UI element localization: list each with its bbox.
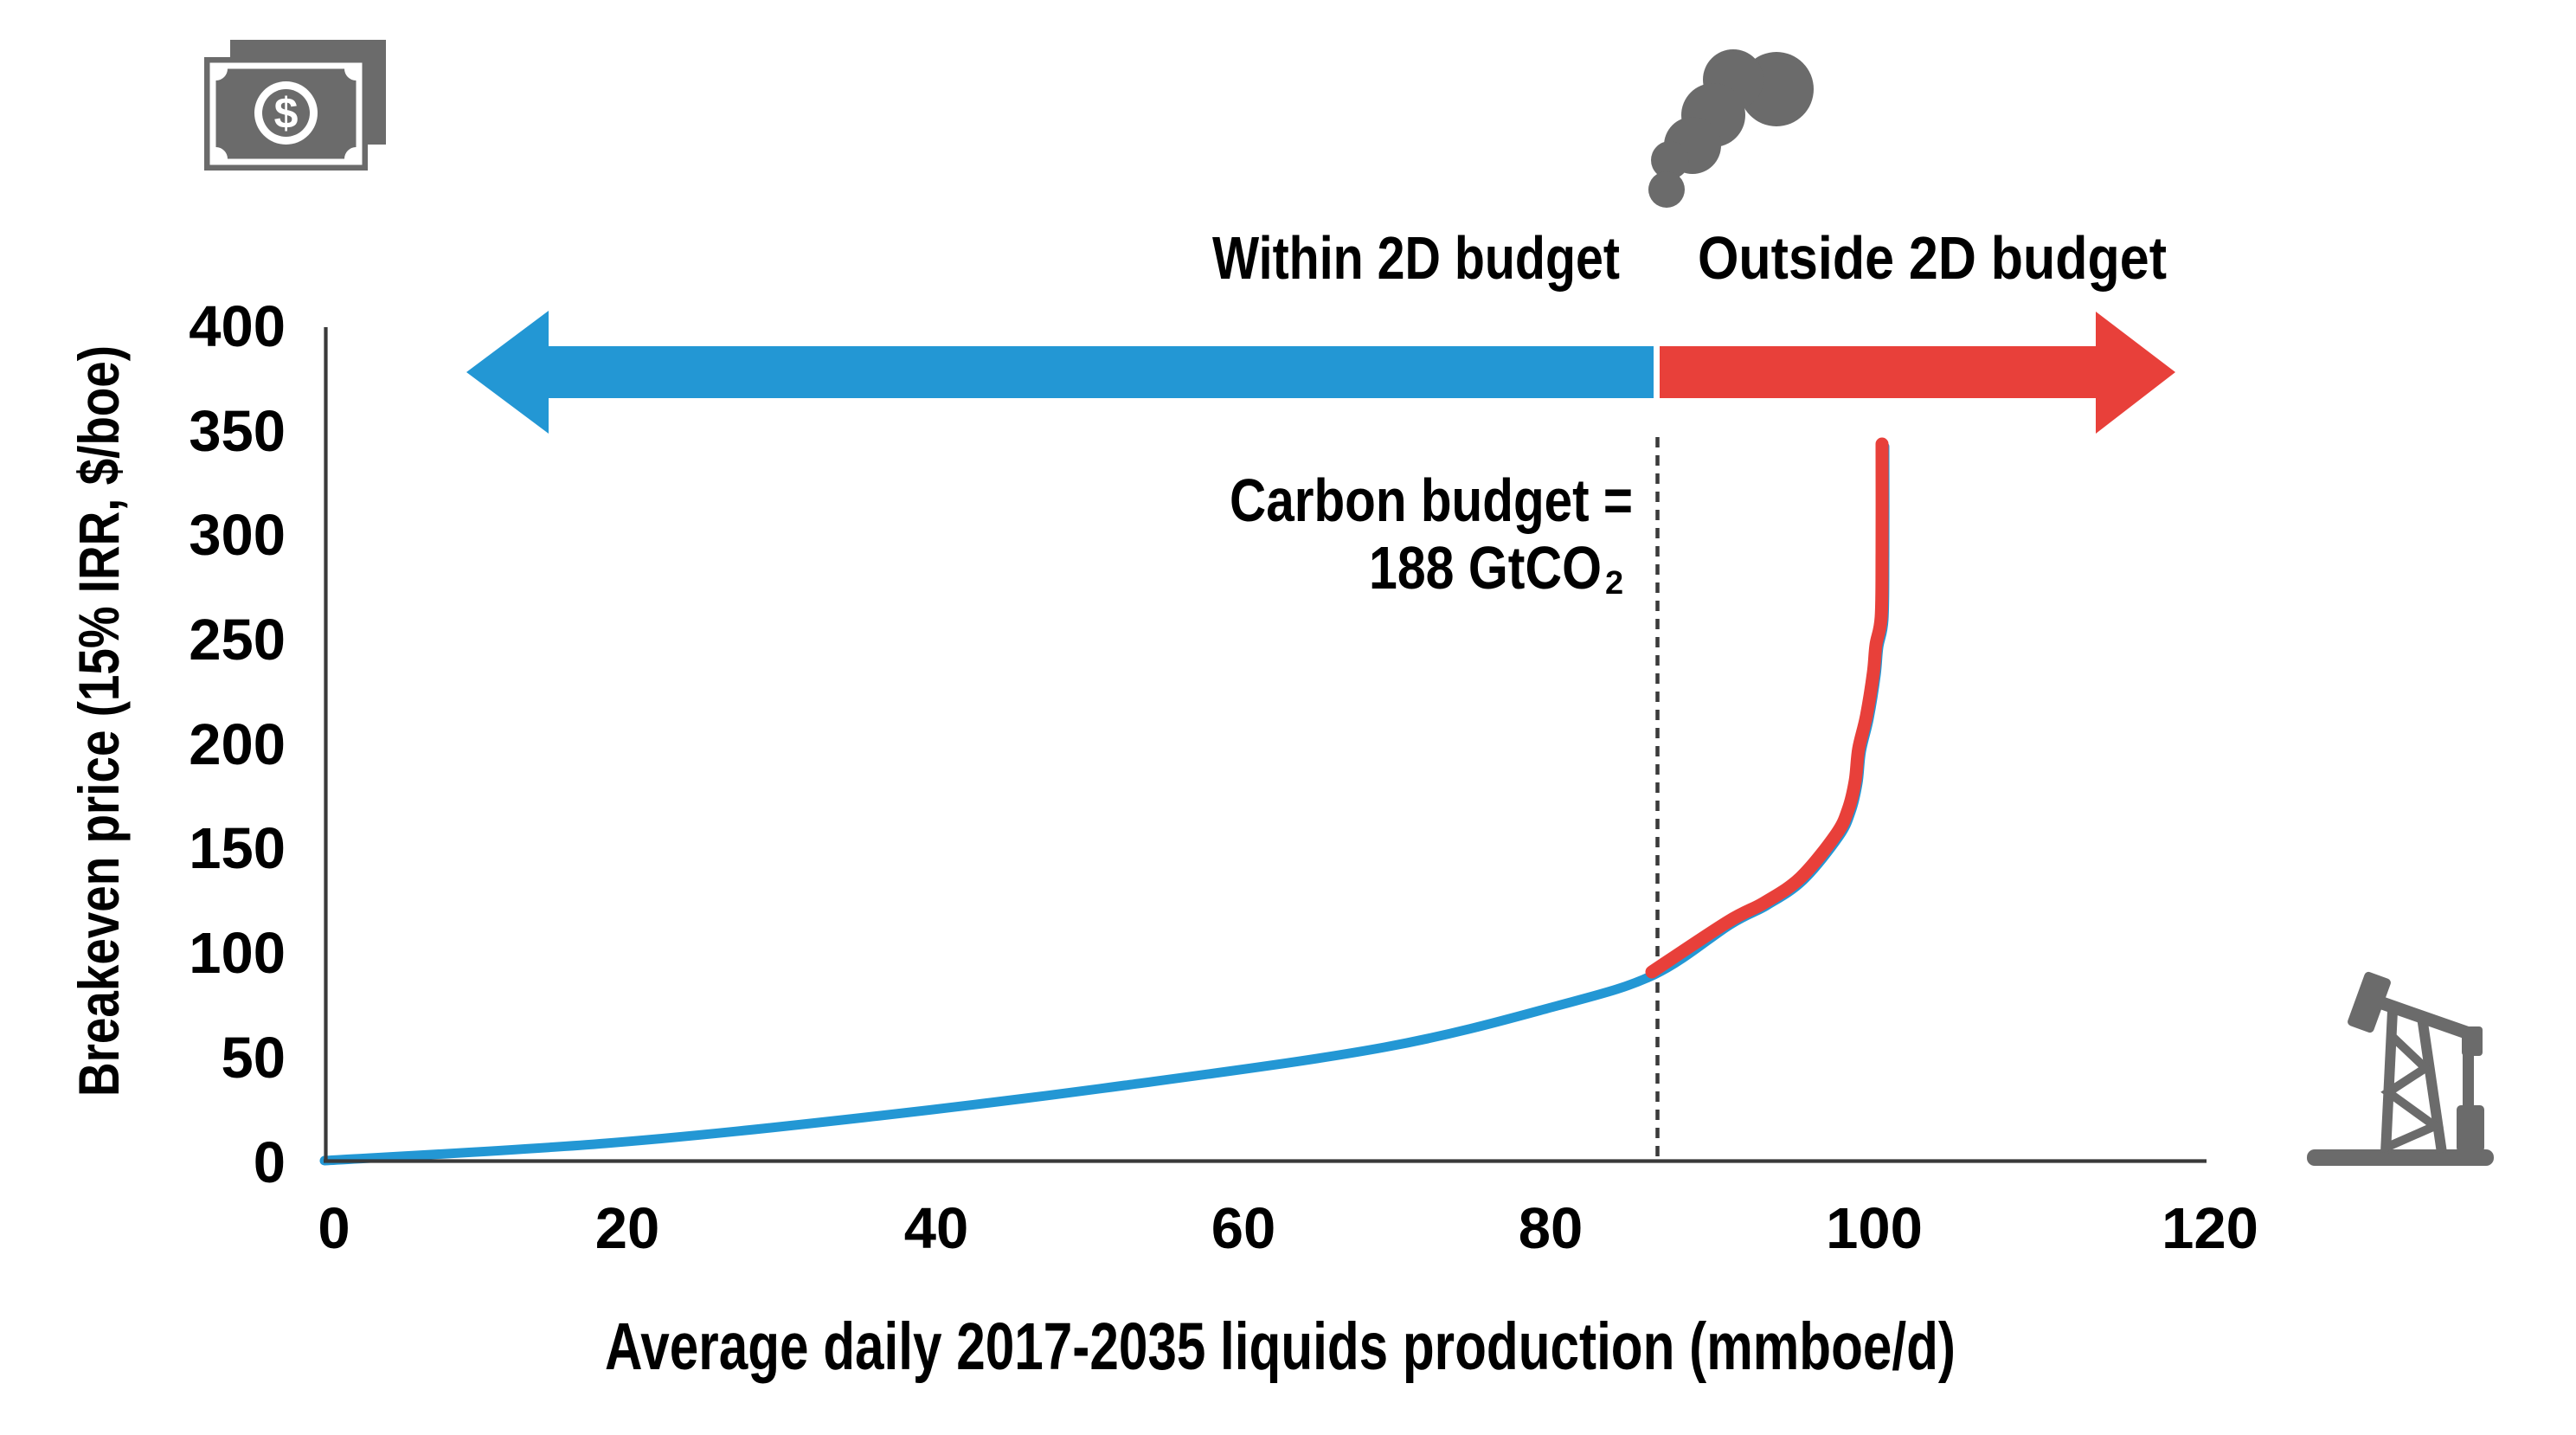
svg-text:Within 2D budget: Within 2D budget bbox=[1212, 224, 1620, 292]
svg-text:80: 80 bbox=[1519, 1196, 1584, 1261]
svg-text:300: 300 bbox=[189, 503, 286, 568]
svg-text:Outside 2D budget: Outside 2D budget bbox=[1698, 224, 2167, 292]
svg-text:0: 0 bbox=[254, 1130, 286, 1195]
svg-text:20: 20 bbox=[595, 1196, 660, 1261]
svg-text:$: $ bbox=[274, 89, 299, 138]
svg-text:150: 150 bbox=[189, 816, 286, 881]
svg-text:2: 2 bbox=[1605, 565, 1623, 602]
svg-text:Carbon budget =: Carbon budget = bbox=[1230, 467, 1633, 534]
svg-text:400: 400 bbox=[189, 294, 286, 359]
svg-text:200: 200 bbox=[189, 712, 286, 777]
svg-text:100: 100 bbox=[1826, 1196, 1923, 1261]
svg-text:Average daily 2017-2035 liquid: Average daily 2017-2035 liquids producti… bbox=[605, 1310, 1956, 1384]
svg-text:0: 0 bbox=[318, 1196, 350, 1261]
svg-text:250: 250 bbox=[189, 608, 286, 672]
svg-text:120: 120 bbox=[2162, 1196, 2258, 1261]
svg-text:Breakeven price (15% IRR, $/bo: Breakeven price (15% IRR, $/boe) bbox=[67, 345, 131, 1097]
svg-text:100: 100 bbox=[189, 921, 286, 986]
svg-text:50: 50 bbox=[221, 1026, 286, 1091]
svg-text:40: 40 bbox=[904, 1196, 969, 1261]
svg-text:60: 60 bbox=[1211, 1196, 1276, 1261]
svg-text:350: 350 bbox=[189, 399, 286, 464]
svg-text:188 GtCO: 188 GtCO bbox=[1369, 534, 1602, 602]
